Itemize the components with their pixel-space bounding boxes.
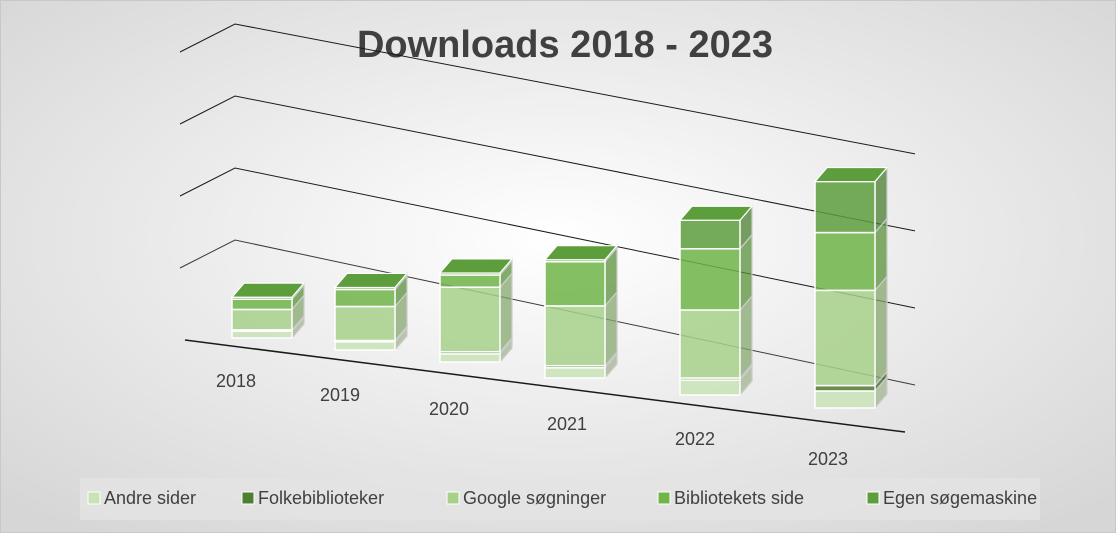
legend-background (80, 478, 1040, 520)
legend-swatch (446, 491, 460, 505)
bar-segment (678, 204, 754, 251)
bar-front (814, 384, 876, 392)
x-tick-label: 2021 (547, 414, 587, 434)
bar-segment (438, 257, 514, 277)
bar-front (814, 231, 876, 292)
bar-front (231, 298, 293, 311)
floor-edge (184, 339, 906, 433)
bar-segment (334, 273, 408, 309)
bar-front (439, 353, 501, 363)
bar-segment (679, 233, 753, 312)
bar-front (679, 248, 741, 311)
legend-label: Folkebiblioteker (258, 488, 384, 508)
bar-segment (544, 246, 618, 308)
x-tick-label: 2020 (429, 399, 469, 419)
x-tick-label: 2018 (216, 371, 256, 391)
chart-title: Downloads 2018 - 2023 (357, 24, 773, 66)
legend-swatch (241, 491, 255, 505)
bar-top (813, 166, 889, 183)
x-tick-label: 2022 (675, 429, 715, 449)
bar-front (439, 274, 501, 288)
bar-front (334, 305, 396, 342)
bar-top (230, 282, 306, 298)
bar-segment (813, 165, 889, 235)
bar-top (333, 272, 409, 289)
legend-label: Bibliotekets side (674, 488, 804, 508)
x-tick-label: 2019 (320, 385, 360, 405)
bar-front (334, 341, 396, 351)
legend-swatch (87, 491, 101, 505)
legend-label: Google søgninger (463, 488, 606, 508)
bar-front (439, 286, 501, 353)
bar-front (544, 260, 606, 307)
bar-segment (439, 271, 513, 354)
bar-front (814, 289, 876, 387)
legend-swatch (657, 491, 671, 505)
bar-segment (333, 271, 409, 292)
legend-label: Egen søgemaskine (883, 488, 1037, 508)
bar-front (231, 308, 293, 331)
bar-segment (439, 259, 513, 289)
bar-segment (679, 294, 753, 380)
bar-segment (334, 290, 408, 343)
bar-segment (814, 274, 888, 388)
bar-side (874, 274, 888, 388)
grid-line (179, 95, 916, 232)
bar-front (334, 288, 396, 308)
bar-segment (543, 244, 619, 264)
bar-front (544, 305, 606, 367)
bar-top (543, 245, 619, 261)
bar-top (678, 205, 754, 221)
legend-swatch (866, 491, 880, 505)
legend-label: Andre sider (104, 488, 196, 508)
grid-line (179, 23, 916, 155)
bar-front (231, 330, 293, 339)
bar-top (438, 258, 514, 274)
bar-front (814, 180, 876, 234)
bar-front (679, 309, 741, 379)
bar-segment (230, 281, 306, 301)
bar-front (679, 219, 741, 250)
bar-front (544, 367, 606, 379)
bar-front (679, 379, 741, 396)
bar-front (814, 390, 876, 409)
x-tick-label: 2023 (808, 449, 848, 469)
